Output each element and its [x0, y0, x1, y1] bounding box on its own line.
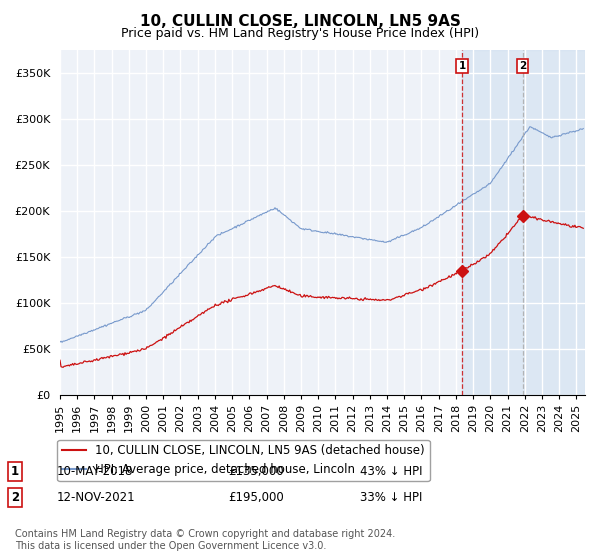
Text: 33% ↓ HPI: 33% ↓ HPI [360, 491, 422, 504]
Legend: 10, CULLIN CLOSE, LINCOLN, LN5 9AS (detached house), HPI: Average price, detache: 10, CULLIN CLOSE, LINCOLN, LN5 9AS (deta… [58, 440, 430, 481]
Text: 10, CULLIN CLOSE, LINCOLN, LN5 9AS: 10, CULLIN CLOSE, LINCOLN, LN5 9AS [140, 14, 460, 29]
Text: 12-NOV-2021: 12-NOV-2021 [57, 491, 136, 504]
Text: 10-MAY-2018: 10-MAY-2018 [57, 465, 133, 478]
Text: 2: 2 [519, 61, 526, 71]
Text: Price paid vs. HM Land Registry's House Price Index (HPI): Price paid vs. HM Land Registry's House … [121, 27, 479, 40]
Text: 2: 2 [11, 491, 19, 504]
Text: £195,000: £195,000 [228, 491, 284, 504]
Text: 1: 1 [11, 465, 19, 478]
Text: 1: 1 [458, 61, 466, 71]
Text: 43% ↓ HPI: 43% ↓ HPI [360, 465, 422, 478]
Text: Contains HM Land Registry data © Crown copyright and database right 2024.
This d: Contains HM Land Registry data © Crown c… [15, 529, 395, 551]
Text: £135,000: £135,000 [228, 465, 284, 478]
Bar [462, 50, 585, 395]
